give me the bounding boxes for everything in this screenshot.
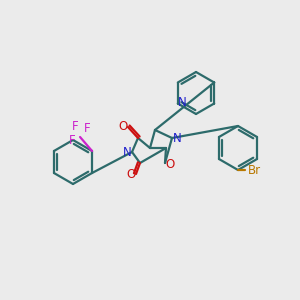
Text: F: F <box>84 122 90 134</box>
Text: F: F <box>72 121 78 134</box>
Text: O: O <box>118 119 127 133</box>
Text: F: F <box>69 134 75 146</box>
Text: O: O <box>165 158 175 170</box>
Text: O: O <box>126 169 136 182</box>
Text: N: N <box>172 131 182 145</box>
Text: Br: Br <box>248 164 261 176</box>
Text: N: N <box>177 96 186 109</box>
Text: N: N <box>123 146 131 158</box>
